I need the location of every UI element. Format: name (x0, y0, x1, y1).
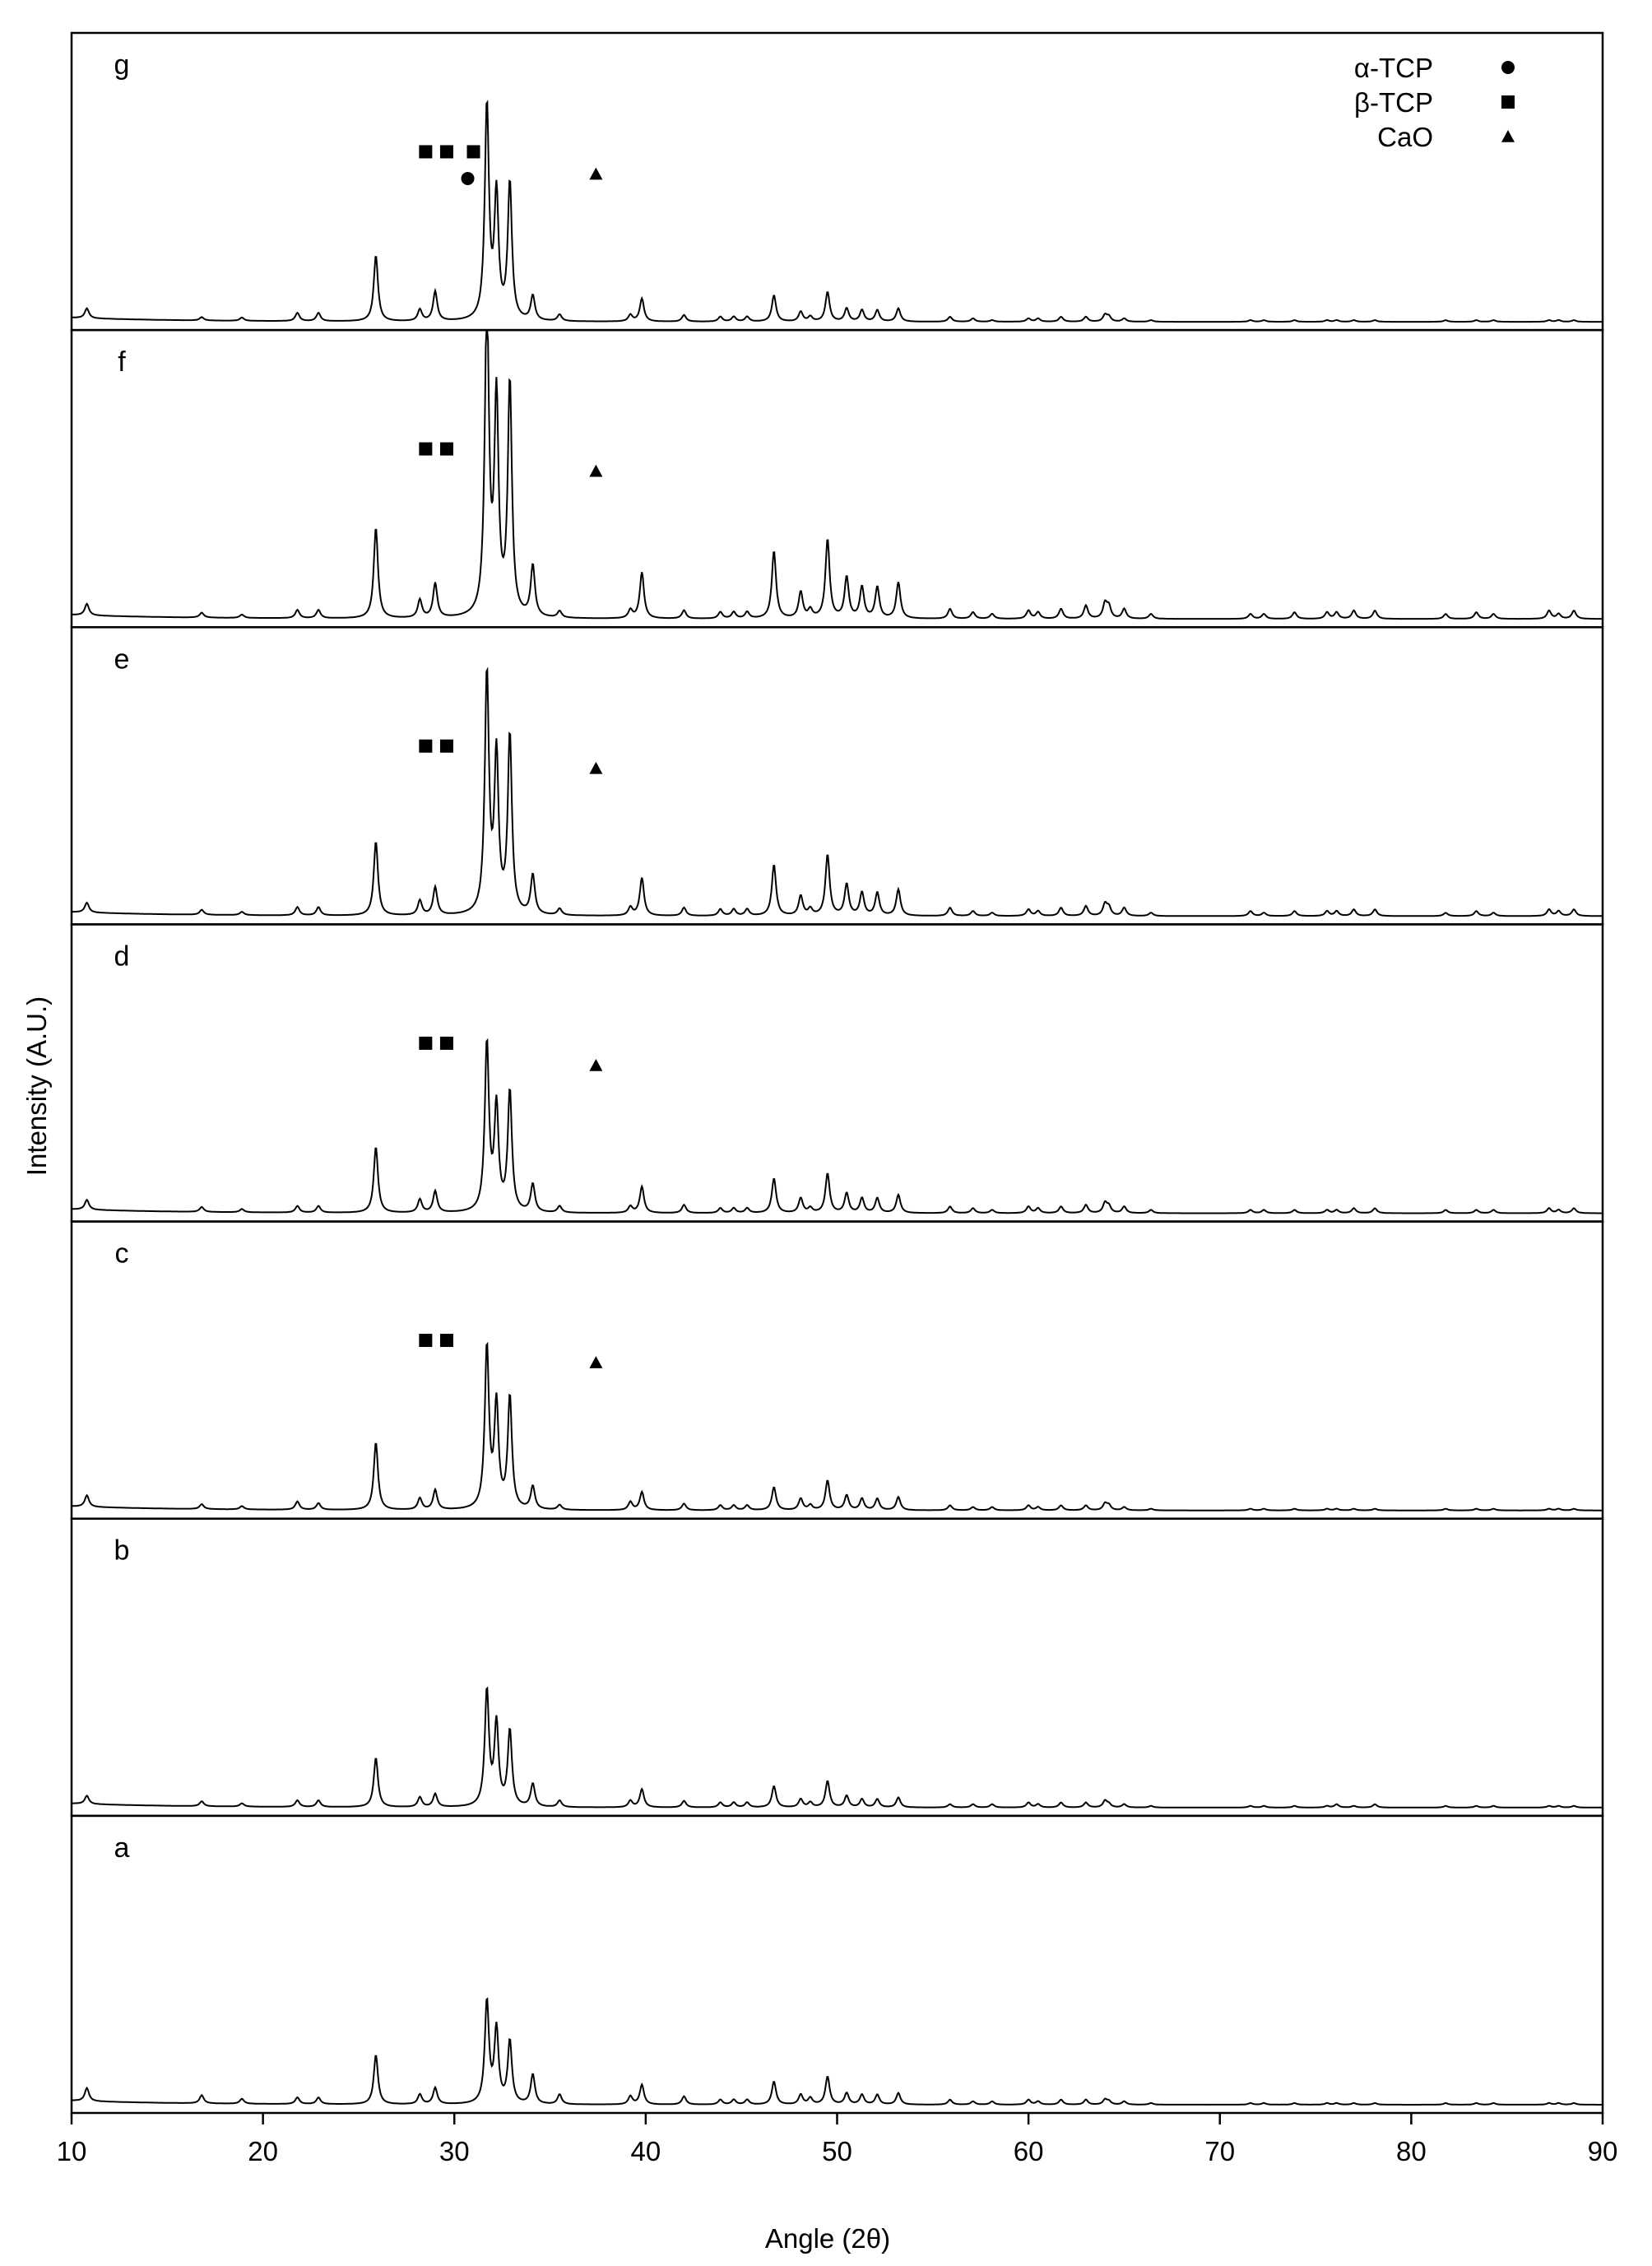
panel-label-g: g (114, 49, 130, 81)
panel-label-d: d (114, 940, 130, 972)
panel-frame-e (70, 626, 1604, 926)
legend: α-TCP β-TCP CaO (1354, 53, 1515, 152)
marker-square-e (439, 739, 453, 753)
series-line-b (72, 1686, 1603, 1809)
legend-label: CaO (1377, 122, 1433, 152)
panel-c: c (70, 1220, 1604, 1520)
series-line-f (72, 331, 1603, 620)
x-tick-label: 80 (1396, 2136, 1427, 2166)
marker-square-c (439, 1334, 453, 1348)
marker-triangle-c (589, 1356, 603, 1368)
panel-frame-c (70, 1220, 1604, 1520)
panel-e: e (70, 626, 1604, 926)
panel-frame-d (70, 923, 1604, 1223)
marker-square-e (419, 739, 433, 753)
x-tick-label: 50 (822, 2136, 852, 2166)
panel-frame-f (70, 328, 1604, 629)
marker-triangle-e (589, 761, 603, 774)
marker-circle-g (461, 171, 475, 185)
series-line-c (72, 1341, 1603, 1511)
panel-label-a: a (114, 1832, 130, 1864)
series-line-d (72, 1038, 1603, 1214)
y-axis-label: Intensity (A.U.) (21, 996, 52, 1176)
x-tick-label: 90 (1588, 2136, 1618, 2166)
marker-triangle-d (589, 1058, 603, 1071)
series-line-a (72, 1997, 1603, 2106)
x-tick-label: 60 (1014, 2136, 1044, 2166)
legend-label: α-TCP (1354, 53, 1433, 83)
x-axis-ticks: 10 20 30 40 50 60 70 80 90 (57, 2113, 1618, 2166)
marker-square-g (439, 145, 453, 159)
marker-square-f (439, 442, 453, 456)
marker-triangle-f (589, 464, 603, 477)
marker-square-c (419, 1334, 433, 1348)
marker-square-d (439, 1036, 453, 1050)
series-line-e (72, 666, 1603, 917)
marker-square-g (419, 145, 433, 159)
legend-marker-circle (1501, 61, 1515, 74)
panel-f: f (70, 328, 1604, 629)
panels: g f e d c b a (70, 31, 1604, 2115)
x-axis-label: Angle (2θ) (765, 2223, 890, 2254)
legend-marker-triangle (1501, 130, 1515, 142)
panel-a: a (70, 1814, 1604, 2115)
legend-marker-square (1501, 95, 1515, 109)
marker-triangle-g (589, 167, 603, 180)
panel-frame-a (70, 1814, 1604, 2115)
x-tick-label: 20 (248, 2136, 278, 2166)
panel-label-c: c (115, 1238, 129, 1270)
panel-label-e: e (114, 643, 130, 675)
panel-label-b: b (114, 1535, 130, 1567)
series-line-g (72, 100, 1603, 323)
panel-label-f: f (118, 346, 126, 378)
panel-b: b (70, 1517, 1604, 1818)
panel-frame-b (70, 1517, 1604, 1818)
marker-square-g (466, 145, 480, 159)
x-tick-label: 70 (1204, 2136, 1235, 2166)
marker-square-d (419, 1036, 433, 1050)
panel-d: d (70, 923, 1604, 1223)
x-tick-label: 10 (57, 2136, 87, 2166)
legend-label: β-TCP (1354, 87, 1433, 118)
x-tick-label: 30 (439, 2136, 470, 2166)
marker-square-f (419, 442, 433, 456)
x-tick-label: 40 (631, 2136, 661, 2166)
